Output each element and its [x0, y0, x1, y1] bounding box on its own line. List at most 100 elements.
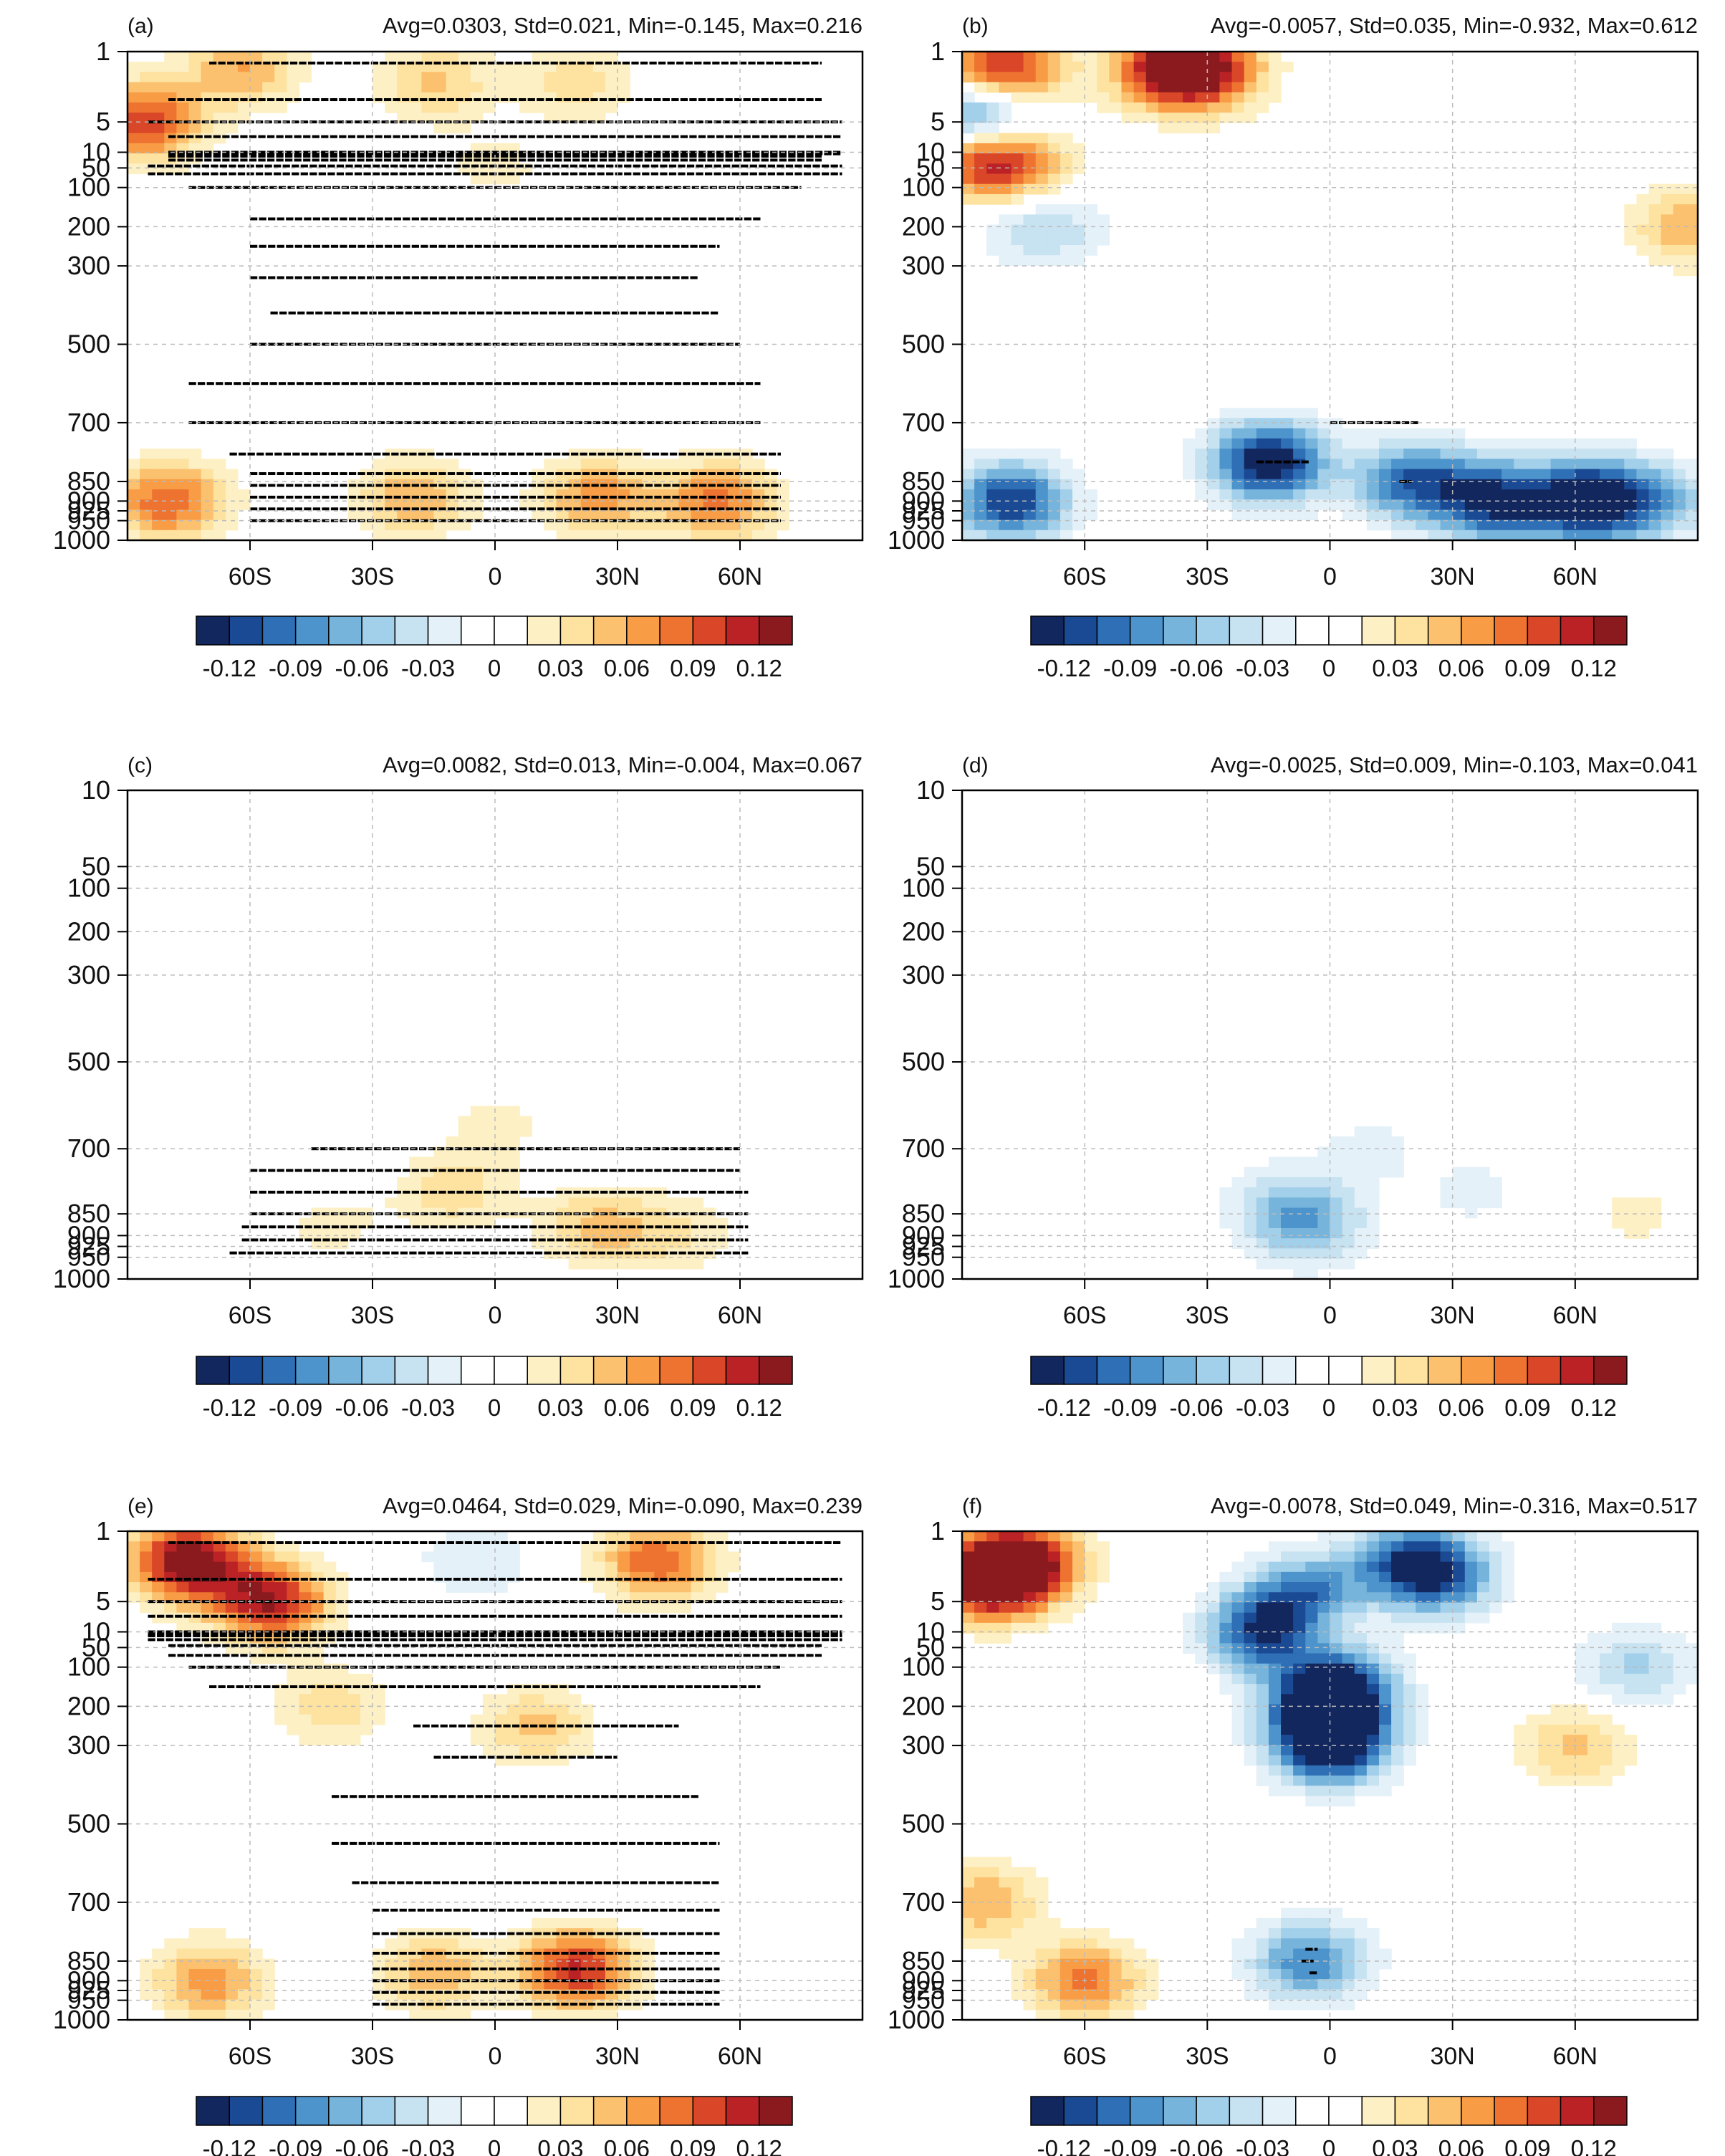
field-cell: [433, 1571, 447, 1583]
panel-a: 60S 30S 0 30N 60N151050100200300500700850900…: [53, 13, 864, 681]
field-cell: [176, 1561, 190, 1573]
field-cell: [618, 1968, 630, 1980]
field-cell: [1256, 1258, 1269, 1270]
field-cell: [250, 1958, 263, 1970]
field-cell: [495, 1571, 508, 1583]
field-cell: [458, 1187, 471, 1198]
colorbar-label: 0.06: [1438, 655, 1484, 681]
field-cell: [962, 92, 975, 103]
field-cell: [1231, 1187, 1245, 1198]
field-cell: [225, 72, 239, 83]
field-cell: [287, 1551, 299, 1563]
field-cell: [360, 1724, 373, 1735]
field-cell: [421, 1197, 435, 1209]
field-cell: [140, 1602, 153, 1614]
y-tick-label: 850: [902, 1199, 945, 1228]
field-cell: [287, 92, 299, 103]
field-cell: [1059, 224, 1073, 236]
field-cell: [433, 509, 447, 521]
field-cell: [299, 1551, 312, 1563]
field-cell: [201, 1938, 214, 1950]
field-cell: [188, 1928, 202, 1939]
panel-e: 60S 30S 0 30N 60N151050100200300500700850900…: [53, 1493, 864, 2156]
field-cell: [176, 82, 190, 93]
field-cell: [666, 1561, 680, 1573]
field-cell: [201, 489, 214, 500]
field-cell: [986, 153, 999, 164]
field-cell: [618, 1948, 630, 1960]
field-cell: [1366, 1217, 1380, 1229]
field-cell: [999, 530, 1012, 541]
field-cell: [482, 1116, 496, 1127]
field-cell: [1047, 234, 1061, 246]
colorbar-box: [1063, 615, 1098, 646]
field-cell: [373, 509, 385, 521]
field-cell: [1624, 1217, 1638, 1229]
field-cell: [556, 52, 570, 62]
field-cell: [986, 479, 999, 490]
field-cell: [1354, 1197, 1368, 1209]
colorbar-box: [1030, 615, 1065, 646]
field-cell: [1562, 509, 1576, 521]
field-cell: [1538, 459, 1552, 470]
x-tick-label: 30N: [595, 1302, 640, 1329]
field-cell: [323, 1724, 337, 1735]
colorbar-box: [394, 615, 429, 646]
field-cell: [176, 52, 190, 62]
field-cell: [470, 1938, 484, 1950]
field-cell: [458, 1551, 471, 1563]
field-cell: [519, 1958, 532, 1970]
field-cell: [1035, 62, 1049, 73]
colorbar-box: [559, 615, 595, 646]
field-cell: [128, 102, 140, 113]
field-cell: [1342, 1146, 1355, 1158]
field-cell: [1256, 1177, 1269, 1188]
field-cell: [580, 509, 594, 521]
field-cell: [152, 469, 165, 480]
field-cell: [1317, 1248, 1331, 1260]
field-cell: [1035, 173, 1049, 185]
field-cell: [1330, 489, 1343, 500]
field-cell: [962, 449, 975, 459]
field-cell: [299, 1735, 312, 1745]
field-cell: [385, 519, 398, 531]
field-cell: [507, 1968, 520, 1980]
field-cell: [397, 92, 410, 103]
field-cell: [299, 1561, 312, 1573]
field-cell: [1514, 489, 1527, 500]
field-cell: [237, 1938, 251, 1950]
field-cell: [213, 82, 226, 93]
field-cell: [1035, 519, 1049, 531]
field-cell: [287, 72, 299, 83]
field-cell: [1391, 469, 1404, 480]
field-cell: [470, 1116, 484, 1127]
field-cell: [630, 1958, 643, 1970]
field-cell: [764, 469, 777, 480]
field-cell: [1195, 479, 1208, 490]
field-cell: [1109, 62, 1123, 73]
field-cell: [630, 1571, 643, 1583]
field-cell: [1489, 1187, 1502, 1198]
field-cell: [433, 459, 447, 470]
field-cell: [1661, 224, 1674, 236]
field-cell: [1673, 183, 1686, 195]
field-cell: [1281, 1227, 1294, 1239]
field-cell: [335, 1714, 349, 1725]
field-cell: [482, 92, 496, 103]
field-cell: [618, 1928, 630, 1939]
field-cell: [1440, 1197, 1453, 1209]
y-tick-label: 300: [67, 251, 110, 280]
field-cell: [446, 1968, 459, 1980]
field-cell: [1281, 438, 1294, 449]
field-cell: [1403, 499, 1416, 510]
panel-d: 60S 30S 0 30N 60N105010020030050070085090092…: [888, 752, 1699, 1421]
field-cell: [1526, 489, 1539, 500]
field-cell: [1661, 530, 1674, 541]
field-cell: [1023, 479, 1037, 490]
field-cell: [1636, 1217, 1650, 1229]
field-cell: [507, 1694, 520, 1705]
field-cell: [1219, 408, 1233, 419]
field-cell: [152, 62, 165, 73]
field-cell: [556, 459, 570, 470]
field-cell: [237, 72, 251, 83]
